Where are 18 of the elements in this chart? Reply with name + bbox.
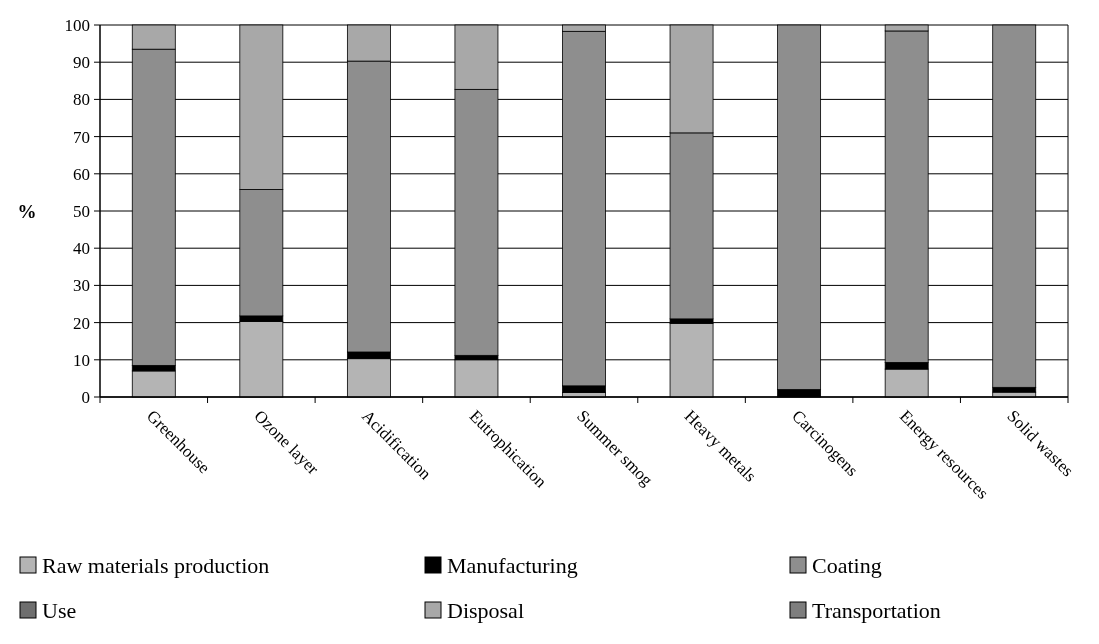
y-tick-label: 100 bbox=[64, 15, 90, 35]
y-tick-label: 50 bbox=[73, 201, 90, 221]
y-tick-label: 10 bbox=[73, 350, 90, 370]
y-tick-label: 30 bbox=[73, 276, 90, 296]
y-tick-label: 20 bbox=[73, 313, 90, 333]
y-axis-title: % bbox=[17, 200, 37, 222]
legend-label: Transportation bbox=[812, 597, 941, 623]
legend-label: Disposal bbox=[447, 597, 524, 623]
y-tick-label: 80 bbox=[73, 90, 90, 110]
y-tick-label: 90 bbox=[73, 53, 90, 73]
y-tick-label: 70 bbox=[73, 127, 90, 147]
legend-label: Manufacturing bbox=[447, 552, 578, 578]
legend-label: Raw materials production bbox=[42, 552, 270, 578]
y-tick-label: 60 bbox=[73, 164, 90, 184]
y-tick-label: 0 bbox=[81, 387, 90, 407]
legend-label: Coating bbox=[812, 552, 882, 578]
legend-label: Use bbox=[42, 597, 77, 623]
y-tick-label: 40 bbox=[73, 239, 90, 259]
